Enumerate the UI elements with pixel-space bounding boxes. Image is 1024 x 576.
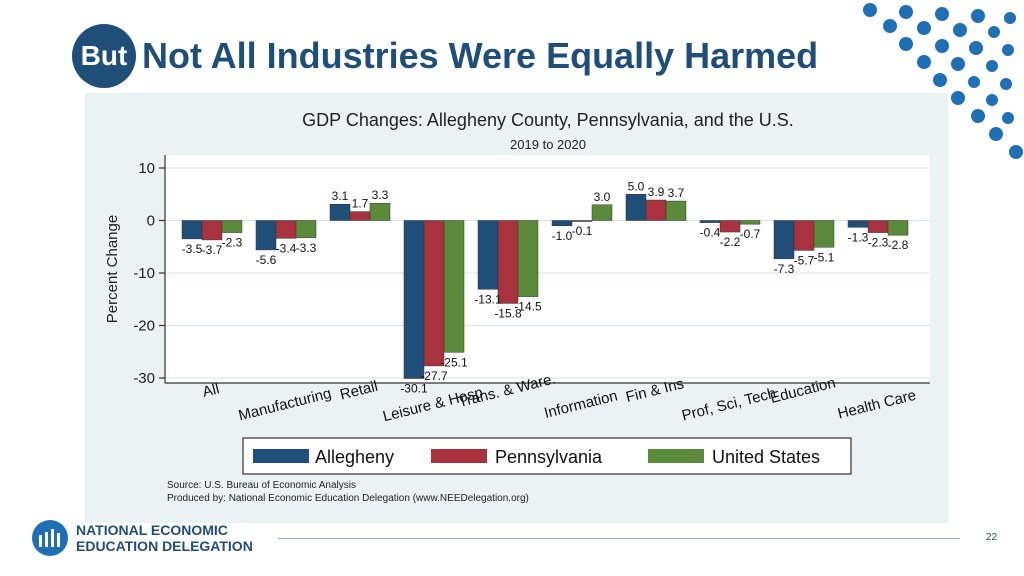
- y-tick-label: -30: [133, 370, 155, 387]
- legend-label-united-states: United States: [712, 447, 820, 467]
- legend-box: [242, 437, 852, 475]
- bar-allegheny: [773, 220, 795, 260]
- data-label: -3.4: [276, 241, 297, 255]
- bar-pennsylvania: [571, 220, 593, 222]
- chart-source: Source: U.S. Bureau of Economic Analysis: [167, 480, 356, 491]
- data-label: 3.1: [332, 189, 349, 203]
- bar-allegheny: [181, 220, 203, 240]
- y-tick-label: 10: [138, 160, 155, 177]
- data-label: -13.1: [474, 292, 502, 306]
- bar-united-states: [221, 220, 243, 233]
- need-logo: NATIONAL ECONOMIC EDUCATION DELEGATION: [30, 518, 253, 558]
- bar-united-states: [591, 204, 613, 221]
- data-label: -27.7: [420, 369, 448, 383]
- bar-pennsylvania: [719, 220, 741, 233]
- bar-allegheny: [329, 203, 351, 221]
- data-label: -0.7: [740, 227, 761, 241]
- legend-label-allegheny: Allegheny: [315, 447, 394, 467]
- y-tick-label: -20: [133, 318, 155, 335]
- data-label: -5.1: [814, 250, 835, 264]
- bar-united-states: [369, 202, 391, 221]
- title-badge: But: [72, 24, 136, 88]
- logo-globe-icon: [32, 520, 68, 556]
- bar-allegheny: [255, 220, 277, 251]
- data-label: -7.3: [774, 262, 795, 276]
- decorative-dots: [863, 3, 1023, 159]
- data-label: -5.7: [794, 253, 815, 267]
- x-tick-label: Information: [542, 387, 619, 422]
- x-tick-label: Prof, Sci, Tech: [680, 385, 778, 425]
- bar-allegheny: [847, 220, 869, 228]
- bar-allegheny: [403, 220, 425, 379]
- data-label: -3.7: [202, 243, 223, 257]
- legend-swatch-pennsylvania: [431, 449, 487, 463]
- x-tick-label: Manufacturing: [237, 385, 333, 424]
- x-tick-label: All: [201, 380, 221, 401]
- bar-pennsylvania: [645, 199, 667, 221]
- y-axis: 10 0 -10 -20 -30: [133, 155, 930, 387]
- data-label: -2.3: [868, 236, 889, 250]
- page-title: Not All Industries Were Equally Harmed: [142, 35, 819, 76]
- bar-allegheny: [625, 194, 647, 221]
- chart-produced-by: Produced by: National Economic Education…: [167, 493, 529, 504]
- bar-united-states: [443, 220, 465, 353]
- data-label: -0.4: [700, 226, 721, 240]
- data-label: -30.1: [400, 382, 428, 396]
- legend-swatch-allegheny: [253, 449, 309, 463]
- bar-pennsylvania: [497, 220, 519, 304]
- bar-allegheny: [699, 220, 721, 223]
- data-label: 5.0: [628, 179, 645, 193]
- value-labels: -3.5 -3.7-2.3-5.6-3.4 -3.33.11.73.3-30.1-2…: [182, 179, 909, 395]
- bar-pennsylvania: [349, 211, 371, 221]
- bar-pennsylvania: [867, 220, 889, 233]
- data-label: -2.8: [888, 238, 909, 252]
- bar-united-states: [739, 220, 761, 225]
- x-tick-label: Health Care: [836, 387, 918, 423]
- bar-allegheny: [551, 220, 573, 226]
- y-axis-label: Percent Change: [104, 215, 121, 323]
- legend-swatch-united-states: [648, 449, 704, 463]
- data-label: 3.7: [668, 186, 685, 200]
- data-label: 1.7: [352, 197, 369, 211]
- data-label: 3.0: [594, 190, 611, 204]
- bar-united-states: [887, 220, 909, 236]
- chart-subtitle: 2019 to 2020: [510, 137, 586, 152]
- page-number: 22: [986, 532, 998, 543]
- data-label: -2.2: [720, 235, 741, 249]
- legend-label-pennsylvania: Pennsylvania: [495, 447, 603, 467]
- bar-united-states: [295, 220, 317, 239]
- bar-united-states: [517, 220, 539, 297]
- gdp-chart: GDP Changes: Allegheny County, Pennsylva…: [104, 110, 930, 504]
- logo-line-1: NATIONAL ECONOMIC: [76, 522, 228, 538]
- data-label: -1.3: [848, 230, 869, 244]
- logo-line-2: EDUCATION DELEGATION: [76, 538, 253, 554]
- data-label: -5.6: [256, 253, 277, 267]
- y-tick-label: 0: [147, 213, 155, 230]
- data-label: -14.5: [514, 300, 542, 314]
- bar-pennsylvania: [793, 220, 815, 251]
- bar-pennsylvania: [201, 220, 223, 241]
- bar-united-states: [813, 220, 835, 248]
- chart-title: GDP Changes: Allegheny County, Pennsylva…: [302, 110, 794, 130]
- data-label: -1.0: [552, 229, 573, 243]
- footer-divider: [278, 538, 960, 539]
- data-label: -25.1: [440, 355, 468, 369]
- slide-title: But Not All Industries Were Equally Harm…: [72, 24, 818, 88]
- bar-group: [181, 194, 909, 379]
- data-label: -0.1: [572, 224, 593, 238]
- bar-pennsylvania: [423, 220, 445, 367]
- bar-pennsylvania: [275, 220, 297, 239]
- y-tick-label: -10: [133, 265, 155, 282]
- data-label: 3.3: [372, 188, 389, 202]
- plot-area: [165, 155, 930, 383]
- chart-panel: GDP Changes: Allegheny County, Pennsylva…: [85, 93, 948, 523]
- data-label: -3.3: [296, 241, 317, 255]
- data-label: 3.9: [648, 185, 665, 199]
- data-label: -2.3: [222, 236, 243, 250]
- data-label: -15.8: [494, 306, 522, 320]
- data-label: -3.5: [182, 242, 203, 256]
- bar-allegheny: [477, 220, 499, 290]
- bar-united-states: [665, 200, 687, 221]
